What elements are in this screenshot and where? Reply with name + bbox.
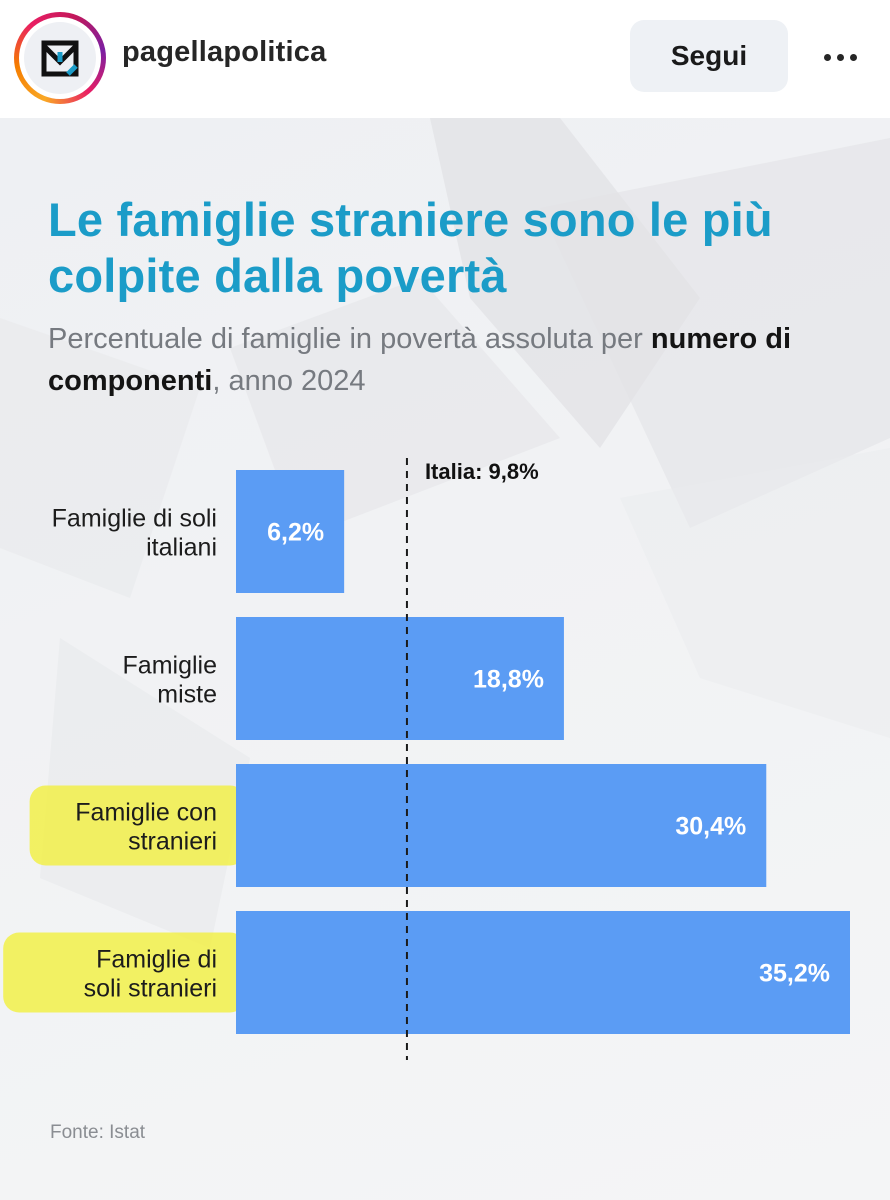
category-label: Famiglie con stranieri	[75, 799, 217, 856]
bar-value-label: 18,8%	[473, 666, 544, 694]
category-label: Famiglie di soli italiani	[52, 505, 217, 562]
username[interactable]: pagellapolitica	[122, 36, 327, 68]
chart-title: Le famiglie straniere sono le più colpit…	[48, 193, 773, 302]
bar-value-label: 35,2%	[759, 960, 830, 988]
source-note: Fonte: Istat	[50, 1122, 146, 1143]
post-header: pagellapolitica Segui	[0, 0, 890, 118]
category-label: Famiglie miste	[123, 652, 217, 709]
bar	[236, 617, 564, 740]
category-label: Famiglie di soli stranieri	[84, 946, 217, 1003]
avatar[interactable]	[14, 12, 106, 104]
category-highlight	[29, 785, 246, 866]
follow-button[interactable]: Segui	[630, 20, 788, 92]
chart-subtitle: Percentuale di famiglie in povertà assol…	[48, 323, 792, 397]
more-options-icon[interactable]	[815, 40, 865, 74]
bar	[236, 911, 850, 1034]
infographic: Le famiglie straniere sono le più colpit…	[0, 118, 890, 1200]
bar-value-label: 30,4%	[675, 813, 746, 841]
bar	[236, 764, 767, 887]
bar	[236, 470, 345, 593]
bar-value-label: 6,2%	[267, 519, 324, 547]
bar-chart: 6,2% Famiglie di soli italiani 18,8% Famigli…	[3, 458, 850, 1060]
reference-line-label: Italia: 9,8%	[425, 459, 539, 484]
pagella-politica-logo-icon	[41, 40, 79, 77]
category-highlight	[3, 932, 247, 1013]
